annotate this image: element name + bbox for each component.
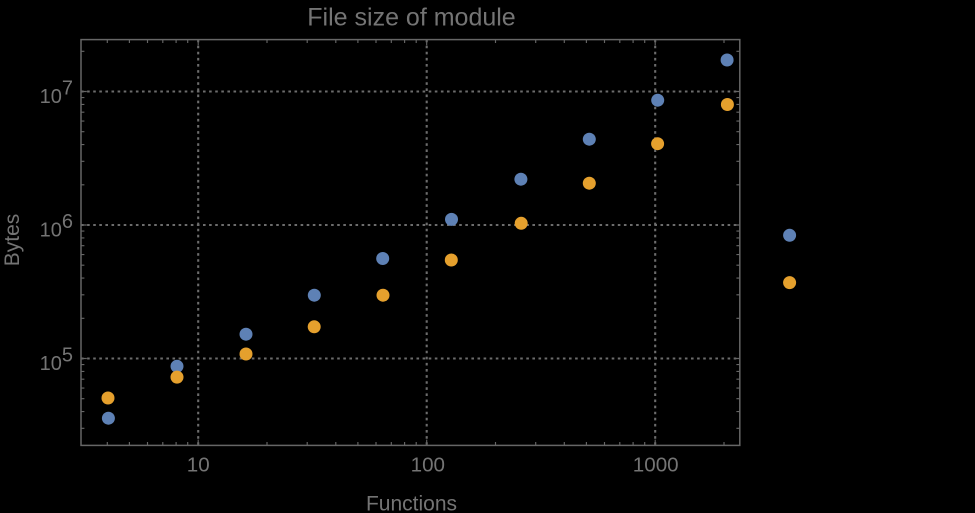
svg-text:10: 10 (187, 454, 210, 477)
svg-text:File size of module: File size of module (307, 4, 515, 32)
svg-text:1000: 1000 (633, 454, 679, 477)
svg-text:Functions: Functions (366, 493, 457, 513)
svg-text:100: 100 (411, 454, 445, 477)
svg-text:Bytes: Bytes (1, 214, 24, 267)
